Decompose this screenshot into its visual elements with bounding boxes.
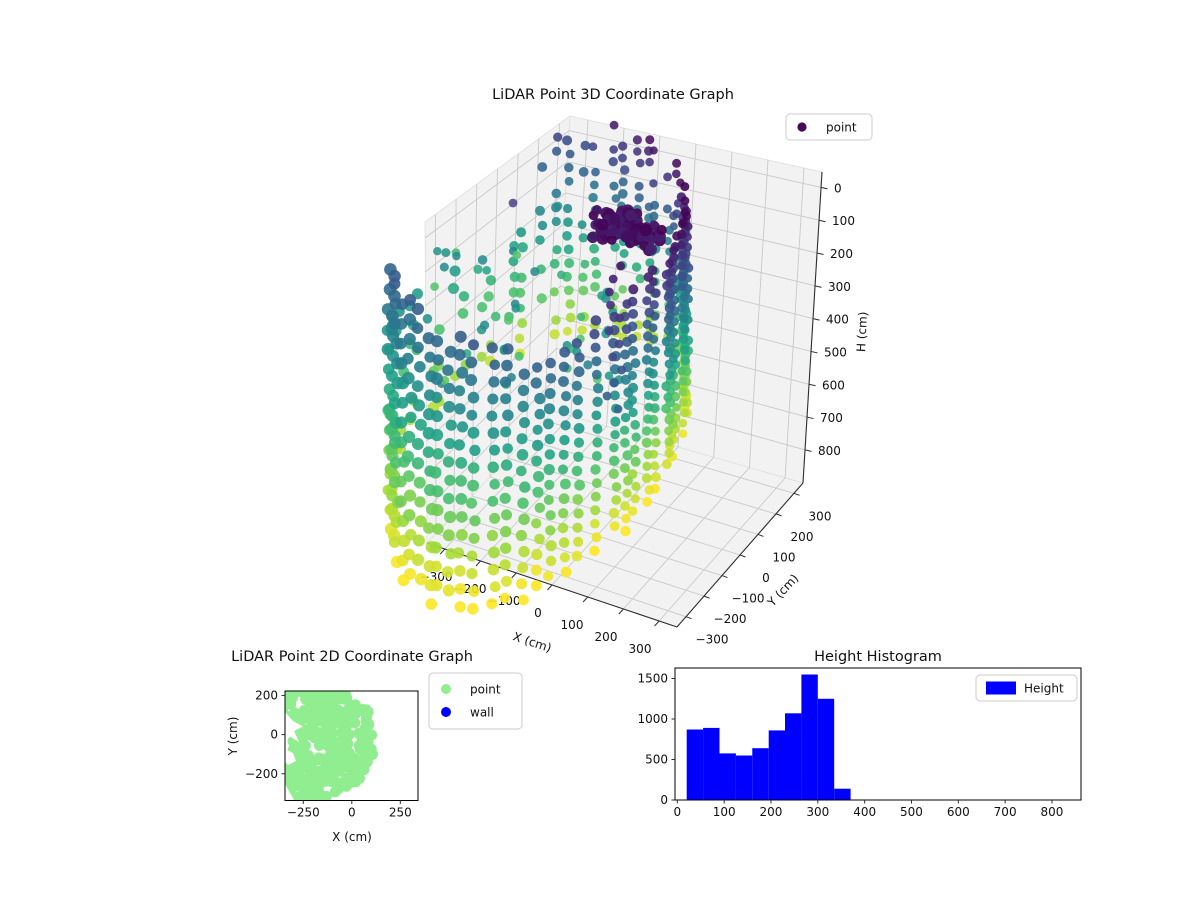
svg-text:100: 100 [832,214,855,228]
svg-text:250: 250 [389,806,412,820]
plot2d-gaps [285,712,303,800]
svg-text:700: 700 [820,411,843,425]
svg-text:600: 600 [947,805,970,819]
plot3d-legend-label-point: point [826,121,857,135]
svg-text:200: 200 [760,805,783,819]
svg-text:200: 200 [791,530,814,544]
hist-legend: Height [975,674,1078,702]
plot2d-ylabel: Y (cm) [226,717,240,757]
svg-text:800: 800 [818,444,841,458]
svg-text:−200: −200 [714,612,747,626]
plot3d-zlabel: H (cm) [854,311,870,352]
plot3d-legend-box [785,113,873,141]
svg-text:−300: −300 [696,633,729,647]
hist-legend-label: Height [1024,682,1064,696]
svg-text:700: 700 [994,805,1017,819]
svg-text:200: 200 [255,688,278,702]
plot2d-legend-marker-wall [441,707,451,717]
plot2d-legend: point wall [428,672,523,730]
plot2d-tick-labels: −250 0 250 200 0 −200 [245,688,412,819]
hist-legend-swatch [986,681,1016,695]
plot3d-xlabel: X (cm) [511,629,553,655]
svg-text:500: 500 [900,805,923,819]
svg-text:1500: 1500 [637,672,668,686]
svg-text:800: 800 [1041,805,1064,819]
plot2d-legend-label-wall: wall [470,706,494,720]
svg-text:400: 400 [853,805,876,819]
svg-text:500: 500 [645,753,668,767]
plot2d-legend-marker-point [441,684,451,694]
svg-text:200: 200 [595,630,618,644]
svg-text:0: 0 [834,181,842,195]
svg-text:300: 300 [828,280,851,294]
hist-axes: 0 100 200 300 400 500 600 700 800 0 500 1000 1500 He… [637,649,1082,819]
hist-tick-labels: 0 100 200 300 400 500 600 700 800 0 500 1000 1500 [637,672,1063,819]
svg-text:300: 300 [806,805,829,819]
plot2d-xlabel: X (cm) [332,830,372,844]
svg-text:100: 100 [773,550,796,564]
svg-text:100: 100 [561,618,584,632]
svg-text:600: 600 [822,378,845,392]
svg-text:−250: −250 [287,806,320,820]
plot2d-title: LiDAR Point 2D Coordinate Graph [231,649,473,665]
svg-text:0: 0 [270,728,278,742]
svg-text:−200: −200 [245,767,278,781]
plot2d-legend-label-point: point [470,683,501,697]
svg-text:0: 0 [762,571,770,585]
svg-text:0: 0 [534,606,542,620]
hist-title: Height Histogram [814,649,942,665]
svg-text:100: 100 [713,805,736,819]
svg-text:0: 0 [660,793,668,807]
plot3d-legend-marker-point [797,122,807,132]
svg-text:0: 0 [674,805,682,819]
svg-text:1000: 1000 [637,712,668,726]
svg-text:0: 0 [348,806,356,820]
point-cloud [381,120,694,615]
hist-bars [686,674,851,800]
svg-text:−100: −100 [732,592,765,606]
plot3d-axes: −300−200−1000100200300−300−200−100010020… [381,87,873,656]
plot3d-legend: point [785,113,873,141]
svg-text:400: 400 [826,313,849,327]
svg-text:300: 300 [809,509,832,523]
plot2d-legend-box [428,672,523,730]
svg-text:200: 200 [830,247,853,261]
plot2d-axes: −250 0 250 200 0 −200 LiDAR Point 2D Coordina… [226,649,523,844]
hist-frame [674,667,1082,801]
svg-text:500: 500 [824,345,847,359]
svg-text:300: 300 [629,642,652,656]
plot2d-point-layer [285,691,378,800]
plot3d-title: LiDAR Point 3D Coordinate Graph [492,87,734,103]
